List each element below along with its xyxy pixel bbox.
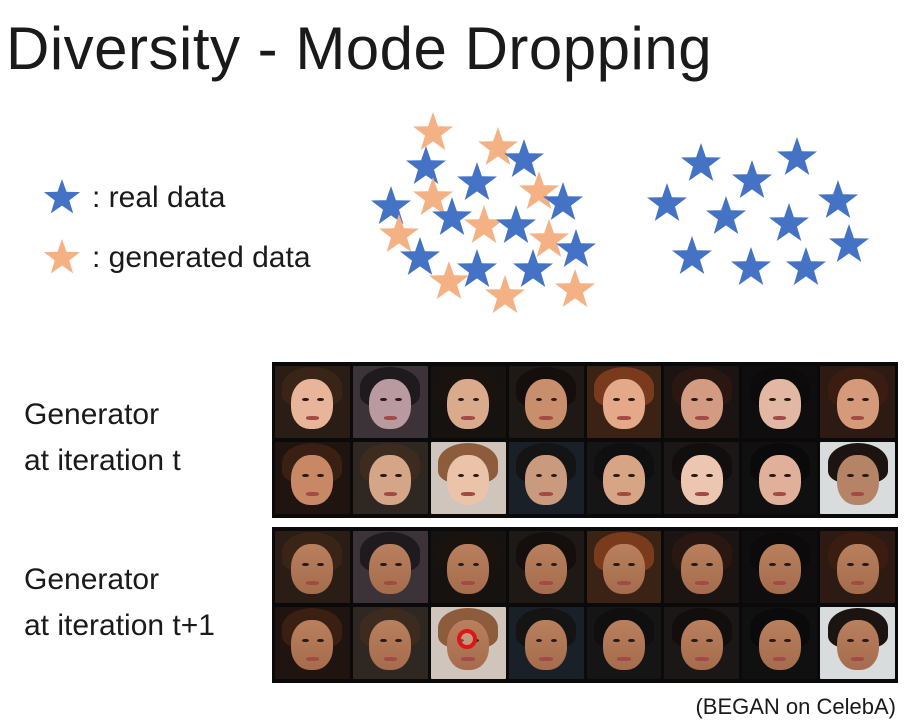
row-label-t-line2: at iteration t xyxy=(24,444,181,477)
slide-title: Diversity - Mode Dropping xyxy=(6,15,713,82)
caption: (BEGAN on CelebA) xyxy=(695,694,896,719)
real-data-star xyxy=(647,183,687,221)
real-data-star xyxy=(457,162,497,200)
face-thumbnail xyxy=(664,531,740,603)
face-thumbnail xyxy=(508,531,584,603)
orange-star-icon xyxy=(43,239,81,274)
face-thumbnail xyxy=(742,531,818,603)
face-thumbnail xyxy=(430,531,506,603)
face-thumbnail xyxy=(820,607,895,679)
face-thumbnail xyxy=(586,366,662,438)
face-thumbnail xyxy=(820,531,895,603)
face-thumbnail xyxy=(742,607,818,679)
row-label-t-line1: Generator xyxy=(24,398,160,431)
face-thumbnail xyxy=(586,607,662,679)
face-thumbnail xyxy=(430,442,506,514)
real-data-star xyxy=(818,180,858,218)
face-thumbnail xyxy=(430,607,506,679)
face-thumbnail xyxy=(664,442,740,514)
face-thumbnail xyxy=(430,366,506,438)
real-data-star xyxy=(504,139,544,177)
legend-real: : real data xyxy=(42,168,311,228)
face-grid-iteration-t xyxy=(272,362,898,518)
generated-data-star xyxy=(429,261,469,299)
row-label-t1-line2: at iteration t+1 xyxy=(24,609,215,642)
generated-data-star xyxy=(555,269,595,307)
star-scatter-diagram xyxy=(371,112,869,313)
real-data-star xyxy=(672,236,712,274)
face-thumbnail xyxy=(508,442,584,514)
real-only-cluster xyxy=(647,137,869,285)
generated-data-star xyxy=(478,127,518,165)
generated-data-star xyxy=(485,275,525,313)
artifact-marker xyxy=(456,628,477,649)
real-data-star xyxy=(777,137,817,175)
face-thumbnail xyxy=(586,442,662,514)
real-data-star xyxy=(786,247,826,285)
face-thumbnail xyxy=(352,531,428,603)
blue-star-icon xyxy=(43,179,81,214)
legend-generated: : generated data xyxy=(42,228,311,288)
generated-data-star xyxy=(413,112,453,150)
row-label-t1-line1: Generator xyxy=(24,563,160,596)
real-data-star xyxy=(543,182,583,220)
face-thumbnail xyxy=(275,607,350,679)
legend: : real data : generated data xyxy=(42,168,311,288)
face-thumbnail xyxy=(820,442,895,514)
real-data-star xyxy=(706,196,746,234)
face-thumbnail xyxy=(742,366,818,438)
row-label-t: Generator at iteration t xyxy=(24,392,181,484)
face-thumbnail xyxy=(820,366,895,438)
face-thumbnail xyxy=(586,531,662,603)
generated-data-star xyxy=(413,177,453,215)
generated-data-star xyxy=(379,214,419,252)
generated-data-star xyxy=(464,205,504,243)
real-data-star xyxy=(556,229,596,267)
real-data-star xyxy=(406,146,446,184)
mixed-cluster xyxy=(371,112,596,313)
face-thumbnail xyxy=(275,531,350,603)
face-thumbnail xyxy=(275,442,350,514)
real-data-star xyxy=(400,237,440,275)
face-thumbnail xyxy=(664,607,740,679)
face-thumbnail xyxy=(352,442,428,514)
real-data-star xyxy=(731,247,771,285)
face-thumbnail xyxy=(742,442,818,514)
real-data-star xyxy=(829,224,869,262)
real-data-star xyxy=(769,203,809,241)
face-thumbnail xyxy=(352,366,428,438)
real-data-star xyxy=(496,205,536,243)
face-grid-iteration-t1 xyxy=(272,527,898,683)
legend-generated-label: : generated data xyxy=(92,241,311,274)
real-data-star xyxy=(513,249,553,287)
real-data-star xyxy=(371,186,411,224)
generated-data-star xyxy=(519,171,559,209)
real-data-star xyxy=(681,143,721,181)
face-thumbnail xyxy=(664,366,740,438)
face-thumbnail xyxy=(508,366,584,438)
row-label-t1: Generator at iteration t+1 xyxy=(24,557,215,649)
real-data-star xyxy=(432,197,472,235)
real-data-star xyxy=(732,160,772,198)
legend-real-label: : real data xyxy=(92,181,226,214)
face-thumbnail xyxy=(275,366,350,438)
face-thumbnail xyxy=(508,607,584,679)
face-thumbnail xyxy=(352,607,428,679)
generated-data-star xyxy=(529,219,569,257)
real-data-star xyxy=(457,249,497,287)
